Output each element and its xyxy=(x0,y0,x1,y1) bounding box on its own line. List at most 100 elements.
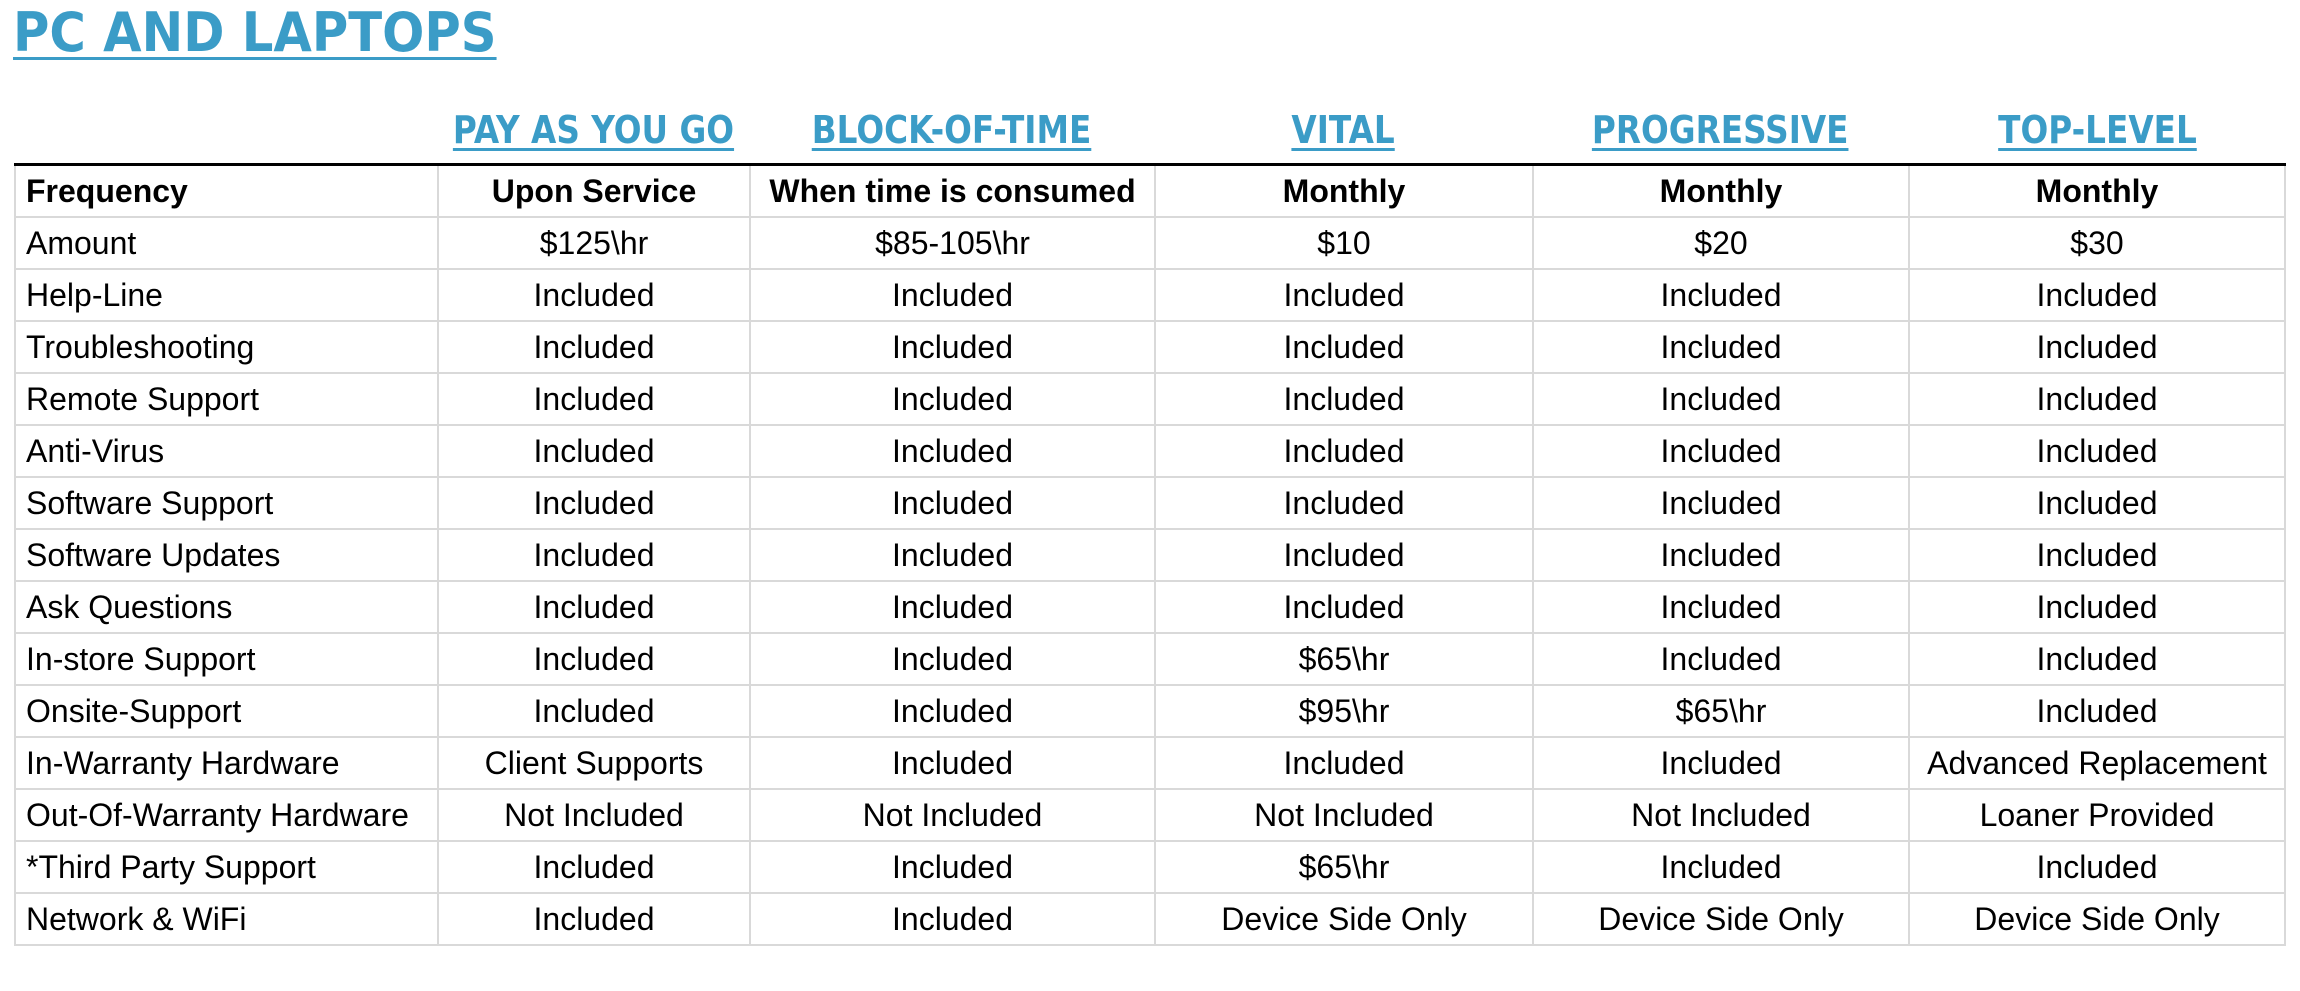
cell-value: Included xyxy=(1532,372,1910,426)
cell-value: Included xyxy=(749,268,1156,322)
row-label: Anti-Virus xyxy=(14,424,439,478)
cell-value: Included xyxy=(1154,476,1534,530)
cell-value: Client Supports xyxy=(437,736,751,790)
cell-value: $65\hr xyxy=(1154,840,1534,894)
row-label: Frequency xyxy=(14,166,439,218)
row-label: Onsite-Support xyxy=(14,684,439,738)
cell-value: Included xyxy=(437,632,751,686)
cell-value: Included xyxy=(1154,320,1534,374)
cell-value: Upon Service xyxy=(437,166,751,218)
cell-value: Included xyxy=(1532,320,1910,374)
page-title: PC AND LAPTOPS xyxy=(13,1,497,64)
cell-value: Monthly xyxy=(1908,166,2286,218)
table-row: *Third Party Support Included Included $65\… xyxy=(14,840,2286,894)
row-label: Network & WiFi xyxy=(14,892,439,946)
row-label: In-Warranty Hardware xyxy=(14,736,439,790)
table-row: Out-Of-Warranty Hardware Not Included Not … xyxy=(14,788,2286,842)
table-row: Ask Questions Included Included Included Inc… xyxy=(14,580,2286,634)
cell-value: Included xyxy=(437,320,751,374)
table-top-rule xyxy=(14,163,2286,166)
cell-value: $10 xyxy=(1154,216,1534,270)
cell-value: Included xyxy=(1154,580,1534,634)
table-row: Amount $125\hr $85-105\hr $10 $20 $30 xyxy=(14,216,2286,270)
cell-value: Included xyxy=(437,424,751,478)
cell-value: $125\hr xyxy=(437,216,751,270)
cell-value: Not Included xyxy=(1532,788,1910,842)
cell-value: Included xyxy=(1908,580,2286,634)
cell-value: Included xyxy=(749,372,1156,426)
cell-value: Included xyxy=(749,320,1156,374)
cell-value: Included xyxy=(437,580,751,634)
table-body: Frequency Upon Service When time is cons… xyxy=(14,166,2286,946)
cell-value: Included xyxy=(1908,840,2286,894)
cell-value: Included xyxy=(1532,424,1910,478)
table-row: Onsite-Support Included Included $95\hr $65\… xyxy=(14,684,2286,738)
cell-value: Included xyxy=(1532,736,1910,790)
cell-value: Included xyxy=(1532,476,1910,530)
cell-value: Included xyxy=(749,840,1156,894)
row-label: Software Support xyxy=(14,476,439,530)
cell-value: Device Side Only xyxy=(1154,892,1534,946)
cell-value: Device Side Only xyxy=(1532,892,1910,946)
plan-header-progressive: PROGRESSIVE xyxy=(1591,108,1849,152)
plan-header-top-level: TOP-LEVEL xyxy=(1997,108,2197,152)
cell-value: Included xyxy=(1154,372,1534,426)
row-label: Troubleshooting xyxy=(14,320,439,374)
cell-value: Included xyxy=(1908,528,2286,582)
pricing-table: Frequency Upon Service When time is cons… xyxy=(14,166,2286,946)
table-row: Software Updates Included Included Included… xyxy=(14,528,2286,582)
row-label: Out-Of-Warranty Hardware xyxy=(14,788,439,842)
cell-value: Included xyxy=(1154,528,1534,582)
table-row: Help-Line Included Included Included Include… xyxy=(14,268,2286,322)
row-label: Software Updates xyxy=(14,528,439,582)
cell-value: Included xyxy=(437,684,751,738)
plan-header-pay-as-you-go: PAY AS YOU GO xyxy=(452,108,734,152)
cell-value: Included xyxy=(1154,424,1534,478)
row-label: Amount xyxy=(14,216,439,270)
cell-value: Monthly xyxy=(1532,166,1910,218)
pricing-table-wrap: Frequency Upon Service When time is cons… xyxy=(14,166,2286,946)
row-label: Remote Support xyxy=(14,372,439,426)
cell-value: $95\hr xyxy=(1154,684,1534,738)
cell-value: Included xyxy=(437,892,751,946)
cell-value: Included xyxy=(749,424,1156,478)
cell-value: When time is consumed xyxy=(749,166,1156,218)
cell-value: Included xyxy=(1532,268,1910,322)
cell-value: Included xyxy=(437,268,751,322)
cell-value: Device Side Only xyxy=(1908,892,2286,946)
cell-value: Included xyxy=(1532,580,1910,634)
cell-value: Included xyxy=(749,632,1156,686)
cell-value: Included xyxy=(1908,268,2286,322)
cell-value: Loaner Provided xyxy=(1908,788,2286,842)
cell-value: Included xyxy=(437,528,751,582)
cell-value: Advanced Replacement xyxy=(1908,736,2286,790)
cell-value: Included xyxy=(1908,372,2286,426)
cell-value: $20 xyxy=(1532,216,1910,270)
cell-value: Included xyxy=(749,736,1156,790)
cell-value: Included xyxy=(1908,632,2286,686)
cell-value: Not Included xyxy=(1154,788,1534,842)
table-row: Software Support Included Included Included… xyxy=(14,476,2286,530)
cell-value: Monthly xyxy=(1154,166,1534,218)
cell-value: Included xyxy=(1908,424,2286,478)
cell-value: $65\hr xyxy=(1532,684,1910,738)
table-row: In-Warranty Hardware Client Supports Inclu… xyxy=(14,736,2286,790)
cell-value: $65\hr xyxy=(1154,632,1534,686)
cell-value: $30 xyxy=(1908,216,2286,270)
cell-value: Included xyxy=(749,580,1156,634)
table-row: Remote Support Included Included Included In… xyxy=(14,372,2286,426)
cell-value: Included xyxy=(1532,632,1910,686)
row-label: Help-Line xyxy=(14,268,439,322)
cell-value: Included xyxy=(1532,528,1910,582)
cell-value: Included xyxy=(749,476,1156,530)
cell-value: Included xyxy=(749,528,1156,582)
cell-value: $85-105\hr xyxy=(749,216,1156,270)
cell-value: Included xyxy=(1908,684,2286,738)
table-row: In-store Support Included Included $65\hr In… xyxy=(14,632,2286,686)
cell-value: Included xyxy=(1532,840,1910,894)
row-label: *Third Party Support xyxy=(14,840,439,894)
plan-header-block-of-time: BLOCK-OF-TIME xyxy=(811,108,1092,152)
cell-value: Not Included xyxy=(437,788,751,842)
plan-header-vital: VITAL xyxy=(1291,108,1395,152)
row-label: In-store Support xyxy=(14,632,439,686)
